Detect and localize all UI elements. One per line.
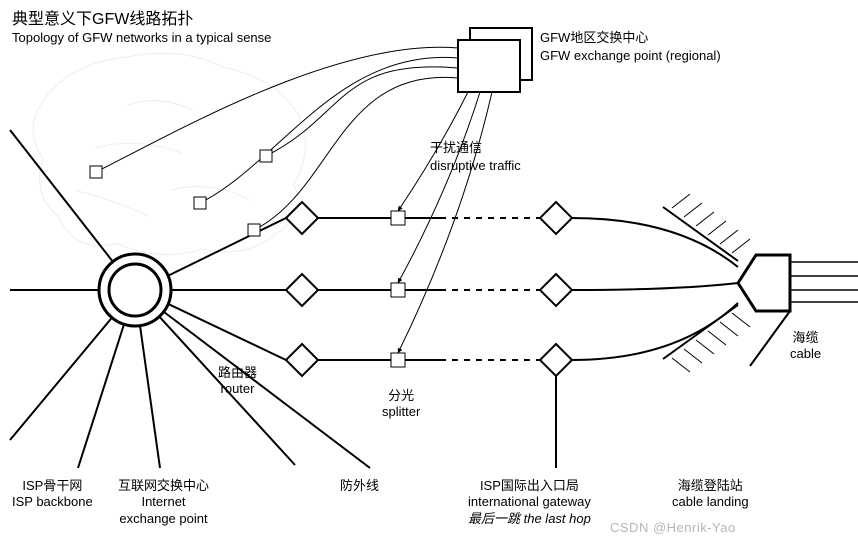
disruptive-label-zh: 干扰通信 xyxy=(430,140,482,156)
topology-diagram xyxy=(0,0,858,549)
intl-gw-label: ISP国际出入口局 international gateway 最后一跳 the… xyxy=(468,478,591,527)
cable-label: 海缆 cable xyxy=(790,330,821,363)
exchange-label-en: GFW exchange point (regional) xyxy=(540,48,721,64)
title-zh: 典型意义下GFW线路拓扑 xyxy=(12,10,193,30)
cable-landing-label: 海缆登陆站 cable landing xyxy=(672,478,749,511)
disruptive-label-en: disruptive traffic xyxy=(430,158,521,174)
isp-backbone-label: ISP骨干网 ISP backbone xyxy=(12,478,93,511)
ixp-label: 互联网交换中心 Internet exchange point xyxy=(118,478,209,527)
title-en: Topology of GFW networks in a typical se… xyxy=(12,30,271,46)
router-label: 路由器 router xyxy=(218,365,257,398)
splitter-label: 分光 splitter xyxy=(382,388,420,421)
ext-line-label: 防外线 xyxy=(340,478,379,494)
watermark: CSDN @Henrik-Yao xyxy=(610,520,736,535)
exchange-label-zh: GFW地区交换中心 xyxy=(540,30,648,46)
